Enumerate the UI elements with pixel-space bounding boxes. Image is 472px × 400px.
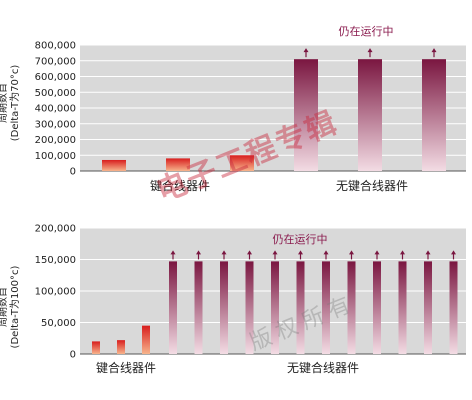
bar-wire-bonded [117, 340, 125, 354]
y-tick-label: 50,000 [41, 318, 76, 329]
y-tick-label: 0 [70, 350, 76, 361]
y-tick-label: 0 [70, 167, 76, 178]
running-arrow-head [298, 250, 303, 255]
y-tick-label: 300,000 [35, 119, 76, 130]
running-arrow-head [221, 250, 227, 255]
running-arrow-head [431, 48, 437, 53]
y-tick-label: 400,000 [35, 104, 76, 115]
bar-wire-bonded [102, 159, 126, 171]
bar-wire-free [424, 261, 432, 354]
group-label: 无键合线器件 [287, 360, 359, 375]
bar-wire-free [398, 261, 407, 354]
bar-wire-free [296, 261, 305, 354]
chart-top-plot: 0 100,000 200,000 300,000 400,000 500,000 600,… [35, 25, 466, 193]
bar-wire-free [294, 59, 318, 171]
running-arrow-head [196, 250, 201, 255]
running-arrow-head [451, 250, 456, 255]
running-arrow-head [247, 250, 252, 255]
group-label: 键合线器件 [96, 360, 156, 375]
running-arrow-head [425, 250, 431, 255]
bar-wire-free [322, 261, 330, 354]
bar-wire-free [271, 261, 279, 354]
bar-wire-bonded [166, 158, 190, 171]
chart-bottom-plot: 0 50,000 100,000 150,000 200,000 键合线器件 无键合线器件 仍… [35, 224, 466, 375]
y-tick-label: 200,000 [35, 135, 76, 146]
bar-wire-free [449, 261, 458, 354]
group-label: 键合线器件 [150, 178, 210, 193]
bar-wire-bonded [230, 155, 254, 171]
running-arrow-head [303, 48, 309, 53]
bar-wire-free [373, 261, 381, 354]
y-tick-label: 200,000 [35, 224, 76, 235]
y-tick-label: 150,000 [35, 255, 76, 266]
chart-bottom: 周期数目 (Delta-T为100°c) 0 50,000 100,000 150,0… [0, 204, 472, 400]
chart-top: 周期数目 (Delta-T为70°c) 0 100,000 200,000 300,0… [0, 0, 472, 196]
y-tick-label: 500,000 [35, 88, 76, 99]
running-arrow-head [349, 250, 354, 255]
group-label: 无键合线器件 [336, 178, 408, 193]
running-arrow-head [272, 250, 278, 255]
bar-wire-bonded [142, 325, 150, 354]
annotation-still-running: 仍在运行中 [273, 233, 328, 246]
bar-wire-free [422, 59, 446, 171]
running-arrow-head [400, 250, 405, 255]
y-tick-label: 100,000 [35, 287, 76, 298]
bar-wire-free [358, 59, 382, 171]
running-arrow-head [374, 250, 380, 255]
bar-wire-free [220, 261, 228, 354]
y-tick-label: 800,000 [35, 41, 76, 52]
y-tick-label: 700,000 [35, 56, 76, 67]
y-tick-label: 600,000 [35, 72, 76, 83]
bar-wire-bonded [92, 341, 100, 354]
bar-wire-free [245, 261, 254, 354]
bar-wire-free [347, 261, 356, 354]
annotation-still-running: 仍在运行中 [339, 25, 394, 38]
y-tick-label: 100,000 [35, 151, 76, 162]
running-arrow-head [170, 250, 176, 255]
running-arrow-head [323, 250, 329, 255]
bar-wire-free [169, 261, 177, 354]
bar-wire-free [194, 261, 203, 354]
running-arrow-head [367, 48, 373, 53]
